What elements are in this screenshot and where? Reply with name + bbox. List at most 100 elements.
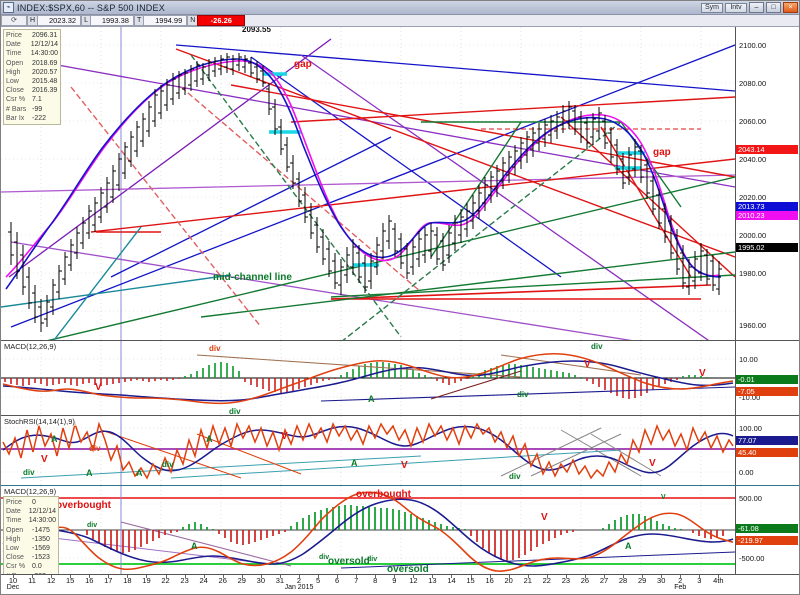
date-tick-mark bbox=[165, 575, 167, 578]
date-tick-label: 30 bbox=[256, 576, 266, 585]
macd-v-annotation: V bbox=[95, 382, 102, 393]
date-tick-label: 13 bbox=[428, 576, 437, 585]
stochrsi-tick: 0.00 bbox=[739, 468, 754, 477]
info-row: Close -1523 bbox=[6, 553, 56, 562]
macd-long-div-annotation: V bbox=[661, 494, 666, 501]
info-row: Close 2016.39 bbox=[6, 86, 58, 95]
stochrsi-fast-level-badge: 45.40 bbox=[736, 448, 798, 457]
info-value: 14:30:00 bbox=[28, 517, 56, 525]
macd-plot-area[interactable]: MACD(12,26,9) div V A div V div V div bbox=[1, 341, 735, 415]
date-tick-mark bbox=[51, 575, 53, 578]
date-tick-mark bbox=[546, 575, 548, 578]
date-tick-label: 26 bbox=[580, 576, 590, 585]
price-axis[interactable]: 2100.00 2080.00 2060.00 2040.00 2020.00 … bbox=[735, 27, 799, 340]
macd-long-chart-svg bbox=[1, 486, 735, 574]
macd-tick: 10.00 bbox=[739, 355, 758, 364]
price-chart-panel[interactable]: Price 2096.31 Date 12/12/14 Time 14:30:00 O… bbox=[1, 27, 799, 340]
date-tick-mark bbox=[184, 575, 186, 578]
date-tick-mark bbox=[108, 575, 110, 578]
stochrsi-trendlines bbox=[20, 427, 662, 479]
symbol-button[interactable]: Sym bbox=[701, 2, 723, 13]
stochrsi-a-annotation: A bbox=[136, 468, 143, 478]
info-row: Price 2096.31 bbox=[6, 31, 58, 40]
date-tick-mark bbox=[89, 575, 91, 578]
macd-long-axis[interactable]: 500.00 -500.00 -61.08 -219.97 bbox=[735, 486, 799, 574]
macd-axis[interactable]: 10.00 -10.00 -0.01 -7.05 bbox=[735, 341, 799, 415]
info-row: Price 0 bbox=[6, 498, 56, 507]
date-tick-label: 27 bbox=[599, 576, 609, 585]
macd-long-panel[interactable]: MACD(12,26,9) Price 0 Date 12/12/14 Time 14… bbox=[1, 485, 799, 574]
info-key: Csr % bbox=[6, 96, 26, 104]
info-row: High -1350 bbox=[6, 535, 56, 544]
quote-field-net: N -26.26 bbox=[187, 15, 246, 26]
price-tick: 2080.00 bbox=[739, 79, 767, 88]
date-tick-mark bbox=[298, 575, 300, 578]
stochrsi-panel[interactable]: StochRSI(14,14(1),9) A div V div A A div… bbox=[1, 415, 799, 485]
date-axis[interactable]: 10 11 12 15 16 17 18 19 22 23 24 26 29 30 31 2 5 6 7 8 9 12 13… bbox=[1, 574, 799, 594]
info-key: # Bars bbox=[6, 572, 32, 574]
stochrsi-axis[interactable]: 100.00 0.00 77.07 45.40 bbox=[735, 416, 799, 485]
quote-value-high: 2023.32 bbox=[37, 15, 82, 26]
maximize-button[interactable]: □ bbox=[766, 2, 781, 13]
info-key: Date bbox=[6, 508, 21, 516]
macd-tick: -10.00 bbox=[739, 393, 761, 402]
date-tick-label: 14 bbox=[447, 576, 456, 585]
price-info-box: Price 2096.31 Date 12/12/14 Time 14:30:00 O… bbox=[3, 29, 61, 126]
info-key: Close bbox=[6, 87, 24, 95]
info-row: Low 2015.48 bbox=[6, 77, 58, 86]
interval-button[interactable]: Intv bbox=[725, 2, 747, 13]
date-tick-mark bbox=[375, 575, 377, 578]
date-tick-label: 22 bbox=[161, 576, 170, 585]
date-tick-label: 16 bbox=[85, 576, 94, 585]
stochrsi-v-annotation: V bbox=[401, 460, 408, 471]
macd-div-annotation: div bbox=[591, 342, 603, 351]
info-row: Date 12/12/14 bbox=[6, 507, 56, 516]
info-row: Open 2018.69 bbox=[6, 59, 58, 68]
info-value: -1475 bbox=[32, 526, 50, 534]
date-month-label: Dec bbox=[6, 584, 20, 591]
date-tick-mark bbox=[241, 575, 243, 578]
close-button[interactable]: × bbox=[783, 2, 798, 13]
price-plot-area[interactable]: Price 2096.31 Date 12/12/14 Time 14:30:00 O… bbox=[1, 27, 735, 340]
date-tick-label: 17 bbox=[104, 576, 113, 585]
date-tick-label: 16 bbox=[485, 576, 494, 585]
quote-tag-trade: T bbox=[133, 15, 144, 26]
macd-long-plot-area[interactable]: MACD(12,26,9) Price 0 Date 12/12/14 Time 14… bbox=[1, 486, 735, 574]
info-key: Price bbox=[6, 499, 22, 506]
info-value: 2016.39 bbox=[32, 87, 58, 95]
overbought-label-right: overbought bbox=[356, 489, 411, 500]
macd-long-div-annotation: div bbox=[319, 554, 330, 561]
gap-label-right: gap bbox=[653, 147, 671, 158]
quote-field-trade: T 1994.99 bbox=[133, 15, 188, 26]
date-tick-label: 22 bbox=[542, 576, 551, 585]
info-value: -1569 bbox=[32, 545, 50, 553]
info-key: Bar Ix bbox=[6, 114, 25, 122]
date-tick-mark bbox=[623, 575, 625, 578]
date-tick-mark bbox=[451, 575, 453, 578]
date-tick-label: 30 bbox=[657, 576, 666, 585]
chart-window-icon: ⌁ bbox=[3, 2, 14, 13]
info-value: -1350 bbox=[32, 535, 50, 543]
date-tick-label: 12 bbox=[46, 576, 56, 585]
date-tick-label: 12 bbox=[409, 576, 418, 585]
quote-value-low: 1993.38 bbox=[89, 15, 134, 26]
minimize-button[interactable]: – bbox=[749, 2, 764, 13]
macd-panel[interactable]: MACD(12,26,9) div V A div V div V div 10… bbox=[1, 340, 799, 415]
macd-a-annotation: A bbox=[368, 394, 375, 404]
info-key: High bbox=[6, 68, 21, 76]
macd-div-annotation: div bbox=[517, 390, 529, 399]
spinner-control[interactable]: ⟳ bbox=[1, 15, 27, 26]
macd-long-a-annotation: A bbox=[191, 541, 198, 551]
info-value: 7.1 bbox=[32, 96, 42, 104]
date-tick-mark bbox=[127, 575, 129, 578]
macd-signal-level-badge: -0.01 bbox=[736, 375, 798, 384]
info-value: -222 bbox=[32, 114, 47, 122]
macd-chart-svg bbox=[1, 341, 735, 415]
quote-tag-high: H bbox=[27, 15, 38, 26]
date-tick-label: 21 bbox=[523, 576, 532, 585]
stochrsi-plot-area[interactable]: StochRSI(14,14(1),9) A div V div A A div… bbox=[1, 416, 735, 485]
quote-tag-net: N bbox=[187, 15, 198, 26]
info-row: Bar Ix -222 bbox=[6, 114, 58, 123]
date-tick-label: 9 bbox=[392, 576, 397, 585]
